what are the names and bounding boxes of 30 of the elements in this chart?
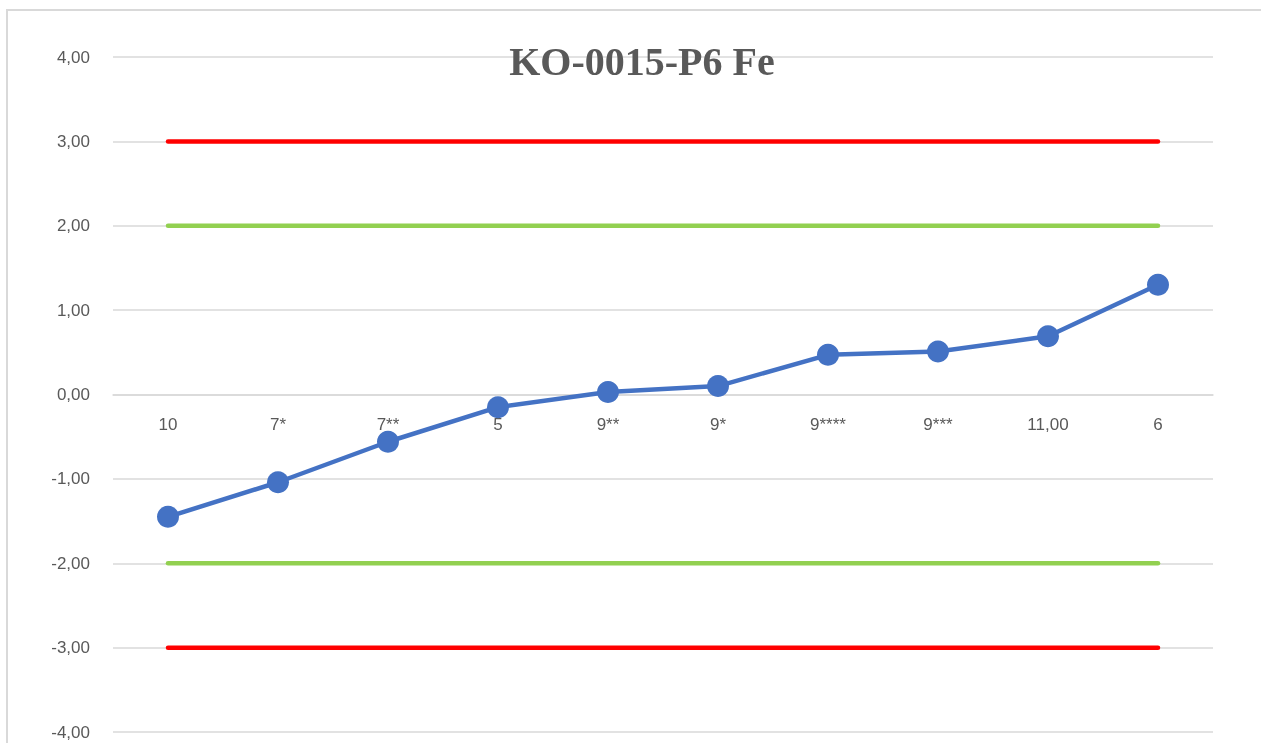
y-tick-label: -2,00	[51, 553, 90, 573]
point	[157, 505, 179, 528]
chart-title: KO-0015-P6 Fe	[509, 38, 775, 84]
x-tick-label: 5	[493, 414, 503, 434]
x-tick-label: 9***	[923, 414, 954, 434]
point	[1147, 273, 1169, 296]
x-tick-label: 9**	[596, 414, 620, 434]
x-tick-label: 7*	[269, 414, 287, 434]
x-tick-label: 10	[158, 414, 178, 434]
point	[487, 396, 509, 419]
y-tick-label: -1,00	[51, 469, 90, 489]
x-tick-label: 7**	[376, 414, 400, 434]
x-tick-label: 11,00	[1027, 414, 1069, 434]
y-tick-label: 2,00	[56, 216, 90, 236]
x-tick-label: 6	[1153, 414, 1163, 434]
point	[1037, 325, 1059, 348]
point	[377, 430, 399, 453]
point	[597, 380, 619, 403]
y-tick-label: 1,00	[56, 300, 90, 320]
y-tick-label: 3,00	[56, 131, 90, 151]
point	[817, 343, 839, 366]
point	[927, 340, 949, 363]
point	[267, 471, 289, 494]
y-tick-label: 0,00	[56, 385, 90, 404]
x-tick-label: 9****	[810, 414, 847, 434]
x-tick-label: 9*	[709, 414, 727, 434]
y-tick-label: 4,00	[56, 47, 90, 67]
y-tick-label: -3,00	[51, 638, 90, 658]
point	[707, 375, 729, 398]
y-tick-label: -4,00	[51, 722, 90, 742]
